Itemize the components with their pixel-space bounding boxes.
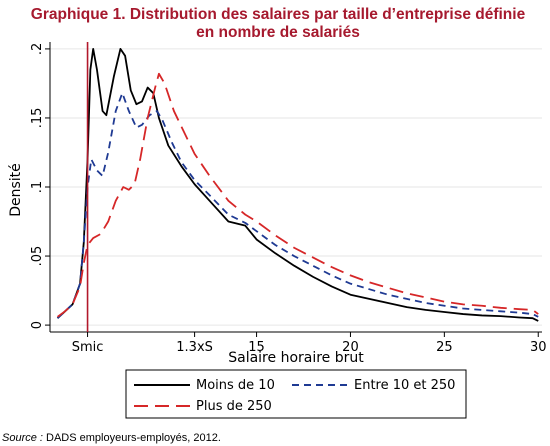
- legend-label-entre-10-et-250: Entre 10 et 250: [354, 378, 455, 393]
- y-tick-label-3: .15: [30, 108, 45, 129]
- series-line-entre-10-et-250: [56, 92, 539, 319]
- y-tick-label-4: .2: [30, 43, 45, 55]
- y-axis-title: Densité: [8, 163, 24, 217]
- legend-box: [125, 369, 467, 419]
- x-tick-label-1-3xs: 1.3xS: [176, 340, 213, 355]
- x-tick-label-25: 25: [436, 340, 453, 355]
- source-label: Source :: [2, 432, 43, 444]
- y-tick-label-1: .05: [30, 246, 45, 267]
- x-tick-label-30: 30: [530, 340, 547, 355]
- series-line-plus-de-250: [56, 72, 539, 318]
- series-line-moins-de-10: [56, 48, 539, 322]
- chart-title-line2: en nombre de salariés: [196, 24, 360, 41]
- source-text: DADS employeurs-employés, 2012.: [43, 432, 221, 444]
- y-axis-ticks: 0 .05 .1 .15 .2: [30, 43, 50, 329]
- x-tick-label-15: 15: [248, 340, 265, 355]
- x-tick-label-smic: Smic: [72, 340, 104, 355]
- y-tick-label-2: .1: [30, 181, 45, 193]
- x-tick-label-20: 20: [342, 340, 359, 355]
- legend-label-moins-de-10: Moins de 10: [196, 378, 275, 393]
- x-axis-title: Salaire horaire brut: [228, 350, 364, 366]
- y-tick-label-0: 0: [30, 321, 45, 329]
- x-axis-ticks: Smic 1.3xS 15 20 25 30: [72, 332, 547, 355]
- series-lines: [56, 42, 539, 332]
- chart-title-line1: Graphique 1. Distribution des salaires p…: [31, 6, 526, 23]
- legend-label-plus-de-250: Plus de 250: [196, 399, 272, 414]
- legend: Moins de 10 Entre 10 et 250 Plus de 250: [125, 369, 467, 419]
- source-note: Source : DADS employeurs-employés, 2012.: [2, 432, 221, 444]
